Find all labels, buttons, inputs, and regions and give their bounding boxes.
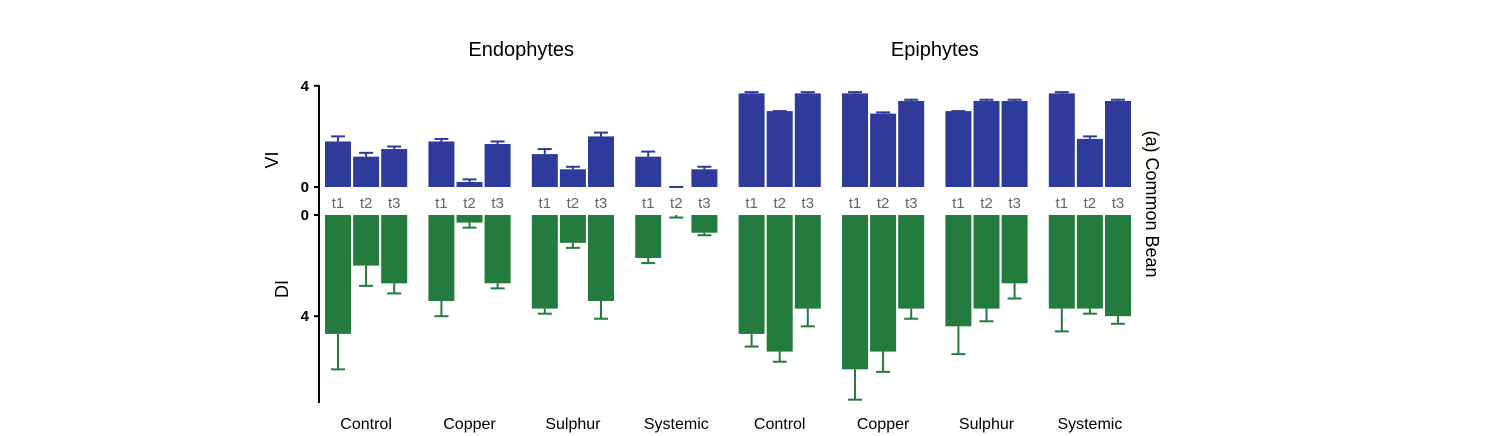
axes: 0 4 0 4 VI DI <box>262 78 320 403</box>
vi-bar <box>870 113 897 187</box>
category-label: Systemic <box>644 416 709 433</box>
bars <box>325 91 1131 401</box>
time-point-label: t3 <box>698 195 711 212</box>
di-bar <box>1001 215 1028 284</box>
di-bar <box>973 215 1000 309</box>
time-point-label: t2 <box>670 195 683 212</box>
time-point-label: t3 <box>491 195 504 212</box>
di-bar <box>842 215 868 370</box>
category-label: Control <box>754 416 806 433</box>
category-label: Sulphur <box>959 416 1015 433</box>
di-bar <box>588 215 614 302</box>
di-bar <box>1105 215 1131 317</box>
di-bar <box>738 215 765 334</box>
di-bar <box>870 215 897 352</box>
vi-bar <box>635 156 662 187</box>
vi-bar <box>1001 100 1028 187</box>
time-point-label: t1 <box>952 195 965 212</box>
vi-bar <box>325 141 351 187</box>
time-point-label: t2 <box>463 195 476 212</box>
category-label: Sulphur <box>545 416 601 433</box>
vi-bar <box>691 169 718 187</box>
time-point-label: t3 <box>388 195 401 212</box>
di-bar <box>794 215 821 309</box>
di-bar <box>325 215 351 334</box>
vi-bar <box>898 100 925 187</box>
vi-bar <box>1105 100 1131 187</box>
di-bar <box>766 215 793 352</box>
group-title: Epiphytes <box>891 39 979 61</box>
vi-tick-label: 4 <box>301 78 310 95</box>
time-point-label: t2 <box>360 195 373 212</box>
time-point-label: t3 <box>1112 195 1125 212</box>
di-bar <box>945 215 972 327</box>
category-label: Systemic <box>1057 416 1122 433</box>
di-tick-label: 0 <box>301 207 309 224</box>
time-point-label: t3 <box>802 195 815 212</box>
di-bar <box>559 215 586 243</box>
time-point-label: t1 <box>849 195 862 212</box>
di-bar <box>484 215 511 284</box>
vi-bar <box>559 169 586 187</box>
category-label: Copper <box>857 416 910 433</box>
time-point-label: t1 <box>332 195 345 212</box>
di-bar <box>1048 215 1075 309</box>
vi-bar <box>353 156 380 187</box>
time-point-label: t2 <box>1084 195 1097 212</box>
vi-bar <box>428 141 455 187</box>
di-bar <box>898 215 925 309</box>
vi-bar <box>766 111 793 187</box>
vi-bar <box>1048 93 1075 187</box>
category-label: Copper <box>443 416 496 433</box>
di-axis-label: DI <box>272 280 292 298</box>
vi-bar <box>588 136 614 187</box>
vi-bar <box>945 111 972 187</box>
vi-bar <box>381 149 408 187</box>
time-point-label: t2 <box>980 195 993 212</box>
di-bar <box>428 215 455 302</box>
vi-bar <box>531 154 558 187</box>
vi-bar <box>973 100 1000 187</box>
labels: (a) Common Bean Endophytes Control Copper Su… <box>332 39 1162 433</box>
vi-axis-label: VI <box>262 151 282 168</box>
di-bar <box>381 215 408 284</box>
di-bar <box>531 215 558 309</box>
time-point-label: t1 <box>539 195 552 212</box>
category-label: Control <box>340 416 392 433</box>
time-point-label: t3 <box>595 195 608 212</box>
vi-bar <box>456 181 483 187</box>
vi-bar <box>484 143 511 187</box>
time-point-label: t2 <box>773 195 786 212</box>
di-tick-label: 4 <box>301 308 310 325</box>
time-point-label: t2 <box>877 195 890 212</box>
vi-tick-label: 0 <box>301 179 309 196</box>
time-point-label: t1 <box>642 195 655 212</box>
di-bar <box>456 215 483 223</box>
vi-bar <box>842 93 868 187</box>
di-bar <box>635 215 662 259</box>
time-point-label: t3 <box>905 195 918 212</box>
panel-label: (a) Common Bean <box>1142 130 1162 277</box>
di-bar <box>353 215 380 266</box>
time-point-label: t3 <box>1008 195 1021 212</box>
time-point-label: t2 <box>567 195 580 212</box>
time-point-label: t1 <box>435 195 448 212</box>
di-bar <box>691 215 718 233</box>
group-title: Endophytes <box>468 39 574 61</box>
time-point-label: t1 <box>745 195 758 212</box>
vi-bar <box>794 93 821 187</box>
vi-bar <box>1076 138 1103 187</box>
vi-bar <box>738 93 765 187</box>
time-point-label: t1 <box>1056 195 1069 212</box>
di-bar <box>1076 215 1103 309</box>
